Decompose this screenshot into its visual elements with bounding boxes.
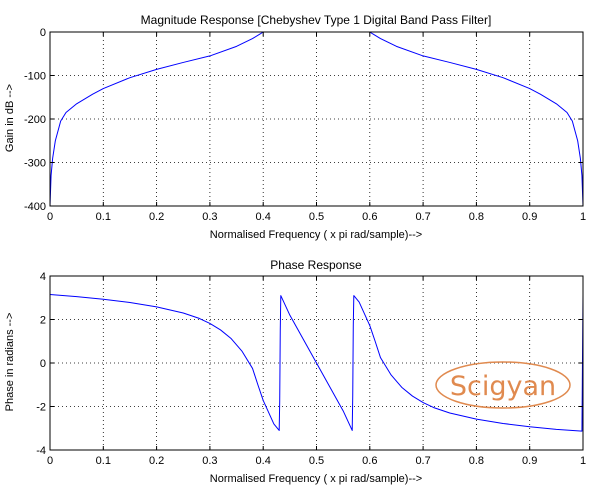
magnitude-xtick-label: 0 xyxy=(47,211,53,223)
magnitude-xtick-label: 0.7 xyxy=(415,211,430,223)
phase-ticks: 0 0.1 0.2 0.3 0.4 0.5 0.6 0.7 0.8 0.9 1 -4 -2 0 2 4 xyxy=(36,271,586,467)
magnitude-xtick-label: 0.2 xyxy=(149,211,164,223)
phase-ytick-label: 2 xyxy=(40,315,46,327)
magnitude-chart-title: Magnitude Response [Chebyshev Type 1 Dig… xyxy=(141,13,492,27)
magnitude-xtick-label: 0.8 xyxy=(469,211,484,223)
magnitude-ticks: 0 0.1 0.2 0.3 0.4 0.5 0.6 0.7 0.8 0.9 1 -400 -300 -20… xyxy=(24,27,586,223)
watermark-ellipse xyxy=(435,361,571,409)
phase-xtick-label: 0.4 xyxy=(256,455,271,467)
phase-xtick-label: 0.6 xyxy=(362,455,377,467)
phase-xtick-label: 1 xyxy=(580,455,586,467)
magnitude-xtick-label: 0.6 xyxy=(362,211,377,223)
magnitude-ytick-label: -200 xyxy=(24,114,46,126)
phase-xtick-label: 0.1 xyxy=(96,455,111,467)
phase-xtick-label: 0.8 xyxy=(469,455,484,467)
magnitude-xtick-label: 1 xyxy=(580,211,586,223)
phase-xtick-label: 0 xyxy=(47,455,53,467)
magnitude-xtick-label: 0.4 xyxy=(256,211,271,223)
phase-xtick-label: 0.5 xyxy=(309,455,324,467)
scigyan-watermark: Scigyan xyxy=(435,361,571,409)
magnitude-ytick-label: -300 xyxy=(24,158,46,170)
phase-grid xyxy=(50,276,583,450)
magnitude-grid xyxy=(50,32,583,206)
magnitude-chart: Magnitude Response [Chebyshev Type 1 Dig… xyxy=(4,13,586,241)
magnitude-xtick-label: 0.5 xyxy=(309,211,324,223)
phase-xtick-label: 0.2 xyxy=(149,455,164,467)
magnitude-ytick-label: -400 xyxy=(24,201,46,213)
phase-ytick-label: -4 xyxy=(36,445,46,457)
phase-ylabel: Phase in radians --> xyxy=(4,313,16,412)
phase-ytick-label: 0 xyxy=(40,358,46,370)
phase-xtick-label: 0.7 xyxy=(415,455,430,467)
phase-ytick-label: -2 xyxy=(36,402,46,414)
magnitude-xlabel: Normalised Frequency ( x pi rad/sample)-… xyxy=(210,229,422,241)
phase-xlabel: Normalised Frequency ( x pi rad/sample)-… xyxy=(210,473,422,485)
magnitude-ylabel: Gain in dB --> xyxy=(4,84,16,152)
phase-xtick-label: 0.9 xyxy=(522,455,537,467)
magnitude-xtick-label: 0.9 xyxy=(522,211,537,223)
phase-ytick-label: 4 xyxy=(40,271,46,283)
magnitude-xtick-label: 0.3 xyxy=(202,211,217,223)
phase-xtick-label: 0.3 xyxy=(202,455,217,467)
phase-response-line xyxy=(49,293,584,432)
phase-chart-title: Phase Response xyxy=(270,258,362,272)
watermark-text: Scigyan xyxy=(450,371,556,402)
magnitude-ytick-label: 0 xyxy=(40,27,46,39)
phase-chart: Phase Response 0 0.1 0.2 0.3 0.4 0.5 0.6 0.7 0.8… xyxy=(4,258,586,485)
phase-series xyxy=(49,293,584,432)
magnitude-ytick-label: -100 xyxy=(24,71,46,83)
magnitude-xtick-label: 0.1 xyxy=(96,211,111,223)
